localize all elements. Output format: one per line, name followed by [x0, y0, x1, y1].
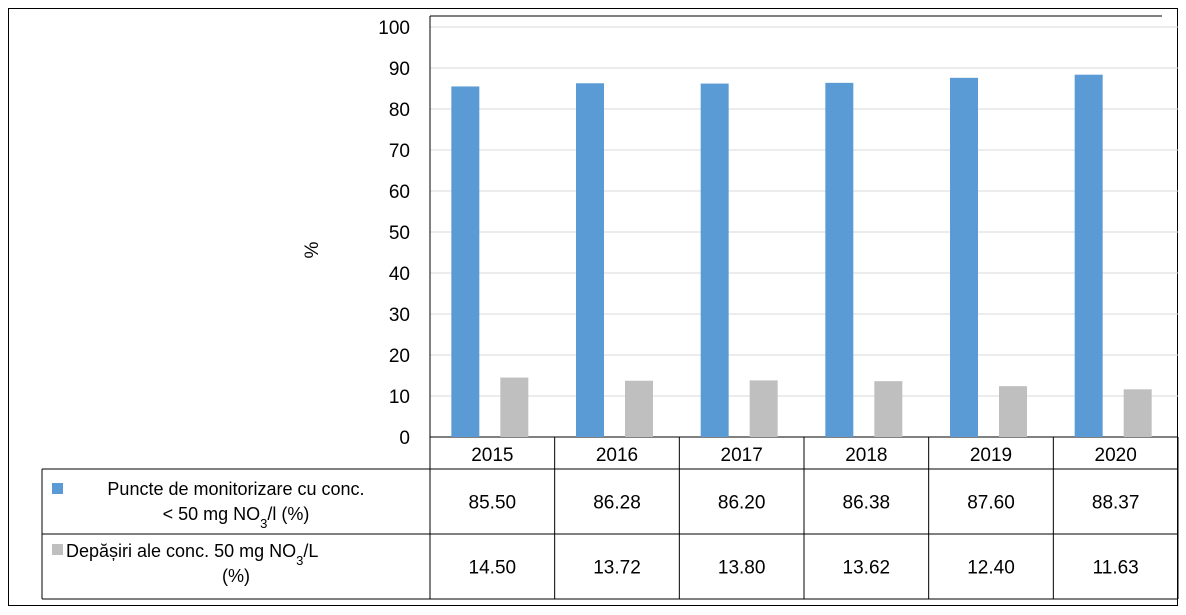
legend-label-series-1-line-2: < 50 mg NO3/l (%): [163, 504, 310, 531]
legend-label-series-2-line-2: (%): [222, 566, 250, 586]
y-tick-label: 80: [389, 100, 410, 121]
legend-swatch-series-1: [52, 483, 63, 494]
bar-series-1-2020: [1074, 74, 1103, 438]
data-label-series-1: 87.60: [967, 493, 1015, 514]
bar-series-1-2015: [451, 86, 480, 437]
x-tick-label: 2019: [970, 445, 1012, 466]
bar-series-2-2020: [1123, 389, 1152, 437]
data-table: 2015 85.50 14.50 2016 86.28 13.72 2017 86.20 13.…: [41, 437, 1179, 600]
bar-series-1-2017: [700, 83, 729, 437]
bar-series-1-2019: [950, 77, 978, 437]
data-label-series-2: 11.63: [1093, 558, 1139, 579]
y-axis-label: %: [302, 241, 323, 258]
bar-series-2-2015: [500, 377, 529, 437]
data-label-series-2: 13.72: [593, 558, 641, 579]
bar-series-2-2016: [625, 380, 653, 437]
data-label-series-1: 85.50: [469, 493, 517, 514]
y-tick-label: 70: [389, 141, 410, 162]
y-tick-label: 0: [399, 428, 410, 449]
chart-frame: [8, 8, 1178, 606]
y-tick-label: 10: [389, 387, 410, 408]
y-tick-label: 90: [389, 59, 410, 80]
x-tick-label: 2016: [596, 445, 638, 466]
data-label-series-1: 86.38: [843, 493, 891, 514]
legend-label-series-2-line-1: Depășiri ale conc. 50 mg NO3/L: [66, 541, 318, 568]
y-tick-label: 50: [389, 223, 410, 244]
data-label-series-1: 86.20: [718, 493, 766, 514]
y-tick-label: 30: [389, 305, 410, 326]
y-tick-label: 40: [389, 264, 410, 285]
data-label-series-2: 13.80: [718, 558, 766, 579]
data-label-series-1: 86.28: [593, 493, 641, 514]
x-tick-label: 2017: [721, 445, 763, 466]
x-tick-label: 2020: [1095, 445, 1137, 466]
bars: [451, 74, 1152, 438]
x-tick-label: 2018: [845, 445, 887, 466]
bar-series-2-2019: [999, 386, 1027, 437]
y-tick-label: 60: [389, 182, 410, 203]
legend: Puncte de monitorizare cu conc. < 50 mg …: [52, 479, 365, 586]
bar-series-2-2018: [874, 381, 903, 437]
data-label-series-2: 14.50: [469, 558, 517, 579]
bar-series-1-2018: [825, 82, 854, 437]
y-tick-labels: 0 10 20 30 40 50 60 70 80 90 100: [378, 18, 410, 449]
y-tick-label: 20: [389, 346, 410, 367]
x-tick-label: 2015: [471, 445, 513, 466]
y-tick-label: 100: [378, 18, 410, 39]
legend-swatch-series-2: [52, 544, 63, 555]
data-label-series-2: 12.40: [967, 558, 1015, 579]
grid-lines: [429, 15, 1178, 438]
data-label-series-2: 13.62: [843, 558, 891, 579]
bar-series-1-2016: [576, 83, 604, 437]
data-label-series-1: 88.37: [1092, 493, 1140, 514]
legend-label-series-1-line-1: Puncte de monitorizare cu conc.: [107, 479, 364, 499]
bar-series-2-2017: [749, 380, 778, 437]
